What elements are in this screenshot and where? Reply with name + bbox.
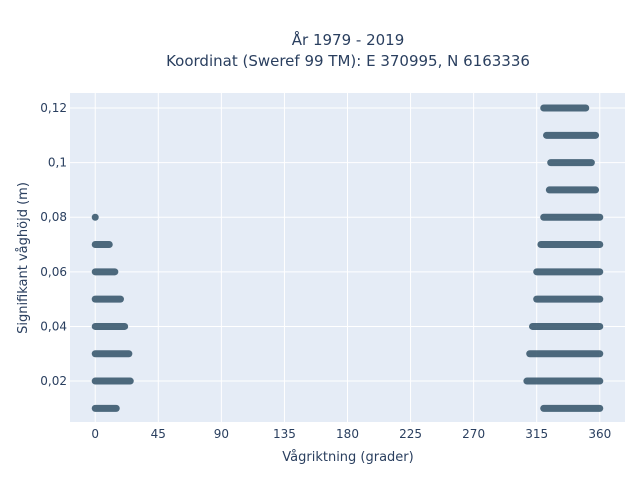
y-tick-label: 0,06 (40, 265, 67, 279)
data-point-cluster (547, 159, 595, 167)
x-tick-label: 90 (214, 427, 229, 441)
data-point-cluster (537, 241, 604, 249)
data-point-cluster (91, 268, 119, 276)
data-point-cluster (540, 104, 590, 112)
data-point-cluster (91, 404, 120, 412)
y-tick-label: 0,04 (40, 319, 67, 333)
y-tick-label: 0,1 (48, 156, 67, 170)
data-point-cluster (543, 131, 600, 139)
x-tick-label: 225 (399, 427, 422, 441)
y-tick-label: 0,02 (40, 374, 67, 388)
data-point-cluster (91, 295, 124, 303)
x-tick-label: 315 (525, 427, 548, 441)
data-point-cluster (545, 186, 600, 194)
data-point-cluster (533, 268, 604, 276)
data-point-cluster (523, 377, 604, 385)
x-tick-label: 135 (273, 427, 296, 441)
data-point-cluster (91, 377, 134, 385)
x-axis-title: Vågriktning (grader) (282, 450, 413, 465)
data-point-cluster (91, 213, 99, 221)
data-point-cluster (91, 241, 113, 249)
x-tick-label: 360 (588, 427, 611, 441)
y-tick-label: 0,12 (40, 101, 67, 115)
x-tick-label: 45 (151, 427, 166, 441)
data-point-cluster (91, 350, 133, 358)
chart-title-line-1: År 1979 - 2019 (292, 30, 405, 49)
data-point-cluster (529, 322, 604, 330)
x-tick-label: 0 (91, 427, 99, 441)
x-tick-label: 180 (336, 427, 359, 441)
data-point-cluster (91, 322, 129, 330)
x-tick-label: 270 (462, 427, 485, 441)
data-point-cluster (533, 295, 604, 303)
plot-area: 0 45 90 135 180 225 270 315 360 0,02 0,04 0,06 0,08 0… (40, 93, 625, 441)
data-point-cluster (540, 213, 604, 221)
y-axis-title: Signifikant våghöjd (m) (16, 182, 31, 334)
chart-title-line-2: Koordinat (Sweref 99 TM): E 370995, N 61… (166, 52, 530, 70)
data-point-cluster (540, 404, 604, 412)
data-point-cluster (526, 350, 604, 358)
y-tick-label: 0,08 (40, 210, 67, 224)
